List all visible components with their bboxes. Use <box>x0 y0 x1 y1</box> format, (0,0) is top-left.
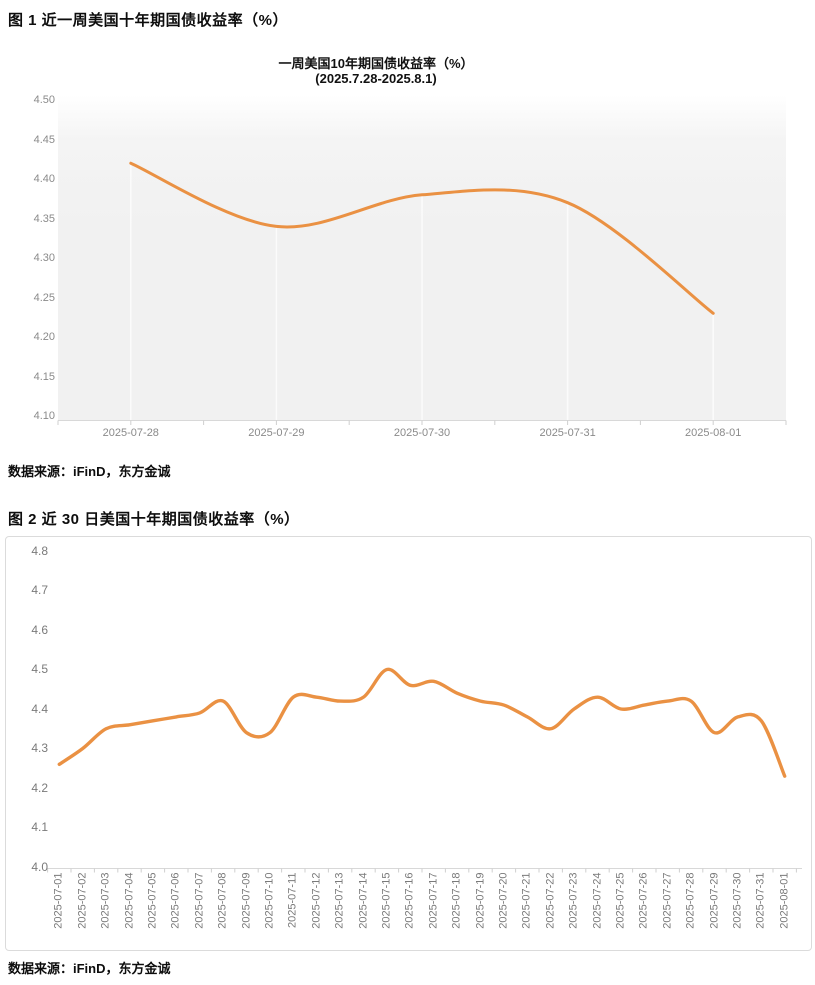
yield-line-monthly <box>57 667 787 778</box>
chart2-plot-area <box>6 537 811 950</box>
c1-x-tick-label: 2025-07-29 <box>248 427 305 439</box>
c1-y-tick-label: 4.25 <box>33 291 55 304</box>
c2-x-tick-label: 2025-07-20 <box>497 872 510 929</box>
c1-x-tick-label: 2025-07-31 <box>539 427 596 439</box>
c2-x-tick-label: 2025-07-29 <box>708 872 720 929</box>
c2-x-tick-label: 2025-07-26 <box>637 872 650 929</box>
weekly-yield-chart: 一周美国10年期国债收益率（%） (2025.7.28-2025.8.1) 4.… <box>0 46 815 446</box>
c2-x-tick-label: 2025-07-10 <box>263 872 276 929</box>
c2-x-tick-label: 2025-07-27 <box>661 872 674 929</box>
c2-x-tick-label: 2025-07-25 <box>614 872 627 929</box>
c1-x-tick-label: 2025-07-30 <box>393 427 451 439</box>
c2-y-tick-label: 4.8 <box>31 543 48 558</box>
figure2-source: 数据来源：iFinD，东方金诚 <box>8 961 171 976</box>
c2-x-tick-label: 2025-07-17 <box>427 872 440 929</box>
c2-x-tick-label: 2025-07-02 <box>76 872 89 929</box>
figure1-heading: 图 1 近一周美国十年期国债收益率（%） <box>8 12 289 29</box>
c1-y-tick-label: 4.35 <box>33 212 55 225</box>
c2-y-tick-label: 4.6 <box>31 622 48 637</box>
c2-x-tick-label: 2025-07-06 <box>169 872 182 929</box>
chart2-svg <box>47 667 802 873</box>
c2-y-tick-label: 4.7 <box>31 583 48 597</box>
c2-x-tick-label: 2025-07-05 <box>146 872 159 929</box>
c2-x-tick-label: 2025-07-07 <box>193 872 206 929</box>
c1-x-tick-label: 2025-07-28 <box>102 427 159 439</box>
c2-x-tick-label: 2025-07-28 <box>684 872 697 929</box>
chart1-plot-area <box>57 95 787 425</box>
c2-x-tick-label: 2025-07-11 <box>286 872 299 928</box>
c2-y-tick-label: 4.1 <box>31 820 48 834</box>
c2-x-tick-label: 2025-07-09 <box>240 872 252 929</box>
c1-y-tick-label: 4.15 <box>33 370 55 383</box>
c1-y-tick-label: 4.45 <box>33 133 55 146</box>
c2-y-tick-label: 4.3 <box>31 741 48 755</box>
c2-x-tick-label: 2025-08-01 <box>778 872 791 929</box>
c2-x-tick-label: 2025-07-15 <box>380 872 393 929</box>
c2-x-tick-label: 2025-07-04 <box>123 872 135 929</box>
c1-y-tick-label: 4.50 <box>33 94 55 106</box>
yield-line-weekly <box>129 161 715 315</box>
monthly-yield-chart-panel: 4.8 4.7 4.6 4.5 4.4 4.3 4.2 4.1 4.0 2025-07-01 20… <box>5 536 812 951</box>
figure1-source: 数据来源：iFinD，东方金诚 <box>8 464 171 479</box>
c2-x-tick-label: 2025-07-01 <box>52 872 65 929</box>
c1-y-tick-label: 4.10 <box>33 410 55 422</box>
c2-x-tick-label: 2025-07-18 <box>450 872 463 929</box>
c1-x-tick-label: 2025-08-01 <box>685 427 742 439</box>
c2-y-tick-label: 4.5 <box>31 662 48 676</box>
figure2-heading: 图 2 近 30 日美国十年期国债收益率（%） <box>8 511 300 528</box>
c2-x-tick-label: 2025-07-03 <box>99 872 112 929</box>
c1-y-tick-label: 4.20 <box>33 331 55 343</box>
c2-y-tick-label: 4.2 <box>31 780 48 795</box>
c2-x-tick-label: 2025-07-23 <box>567 872 580 929</box>
c2-x-tick-label: 2025-07-22 <box>544 872 557 929</box>
c2-x-tick-label: 2025-07-08 <box>216 872 229 929</box>
c2-x-tick-label: 2025-07-12 <box>310 872 323 929</box>
c2-y-tick-label: 4.0 <box>31 859 48 874</box>
c2-y-tick-label: 4.4 <box>31 701 48 716</box>
c2-x-tick-label: 2025-07-13 <box>333 872 346 929</box>
chart1-svg <box>57 161 787 425</box>
c2-x-tick-label: 2025-07-21 <box>520 872 533 929</box>
c2-x-tick-label: 2025-07-14 <box>357 872 369 929</box>
c2-x-tick-label: 2025-07-16 <box>403 872 416 929</box>
c2-x-tick-label: 2025-07-19 <box>474 872 486 929</box>
c1-y-tick-label: 4.40 <box>33 173 55 185</box>
c2-x-tick-label: 2025-07-24 <box>591 872 603 929</box>
c2-x-tick-label: 2025-07-30 <box>731 872 744 929</box>
chart1-title: 一周美国10年期国债收益率（%） <box>278 56 474 71</box>
c2-x-tick-label: 2025-07-31 <box>754 872 767 929</box>
c1-y-tick-label: 4.30 <box>33 252 55 264</box>
chart1-subtitle: (2025.7.28-2025.8.1) <box>315 71 437 86</box>
